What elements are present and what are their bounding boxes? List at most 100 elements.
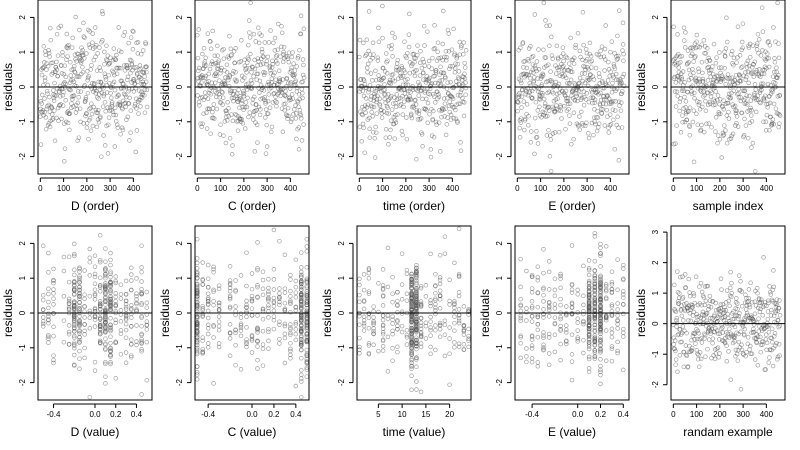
data-point — [389, 42, 394, 48]
data-point — [271, 300, 277, 306]
data-point — [196, 27, 201, 32]
data-point — [77, 106, 83, 111]
data-point — [563, 126, 568, 132]
y-tick-label: 1 — [18, 49, 27, 54]
data-point — [414, 67, 419, 73]
data-point — [766, 360, 771, 365]
data-point — [437, 293, 443, 299]
data-point — [586, 292, 592, 298]
data-point — [580, 9, 586, 15]
data-point — [716, 77, 721, 82]
data-point — [592, 119, 597, 124]
data-point — [114, 52, 119, 58]
data-point — [715, 331, 721, 336]
x-tick-label: 300 — [260, 184, 274, 193]
data-point — [366, 276, 372, 281]
data-point — [621, 277, 626, 283]
data-point — [77, 306, 82, 311]
data-point — [263, 99, 268, 104]
data-point — [144, 339, 150, 345]
data-point — [743, 100, 749, 106]
data-point — [267, 105, 273, 111]
data-point — [296, 147, 302, 152]
data-point — [575, 292, 580, 297]
data-point — [109, 101, 115, 107]
data-point — [586, 333, 592, 338]
data-point — [102, 61, 107, 67]
data-point — [70, 35, 75, 41]
data-point — [430, 55, 435, 61]
data-point — [686, 77, 692, 83]
data-point — [246, 57, 251, 62]
data-point — [383, 92, 388, 97]
data-point — [276, 68, 282, 74]
data-point — [84, 111, 89, 116]
data-point — [705, 346, 710, 352]
data-point — [721, 133, 726, 138]
data-point — [205, 302, 211, 307]
data-point — [704, 121, 709, 127]
data-point — [430, 116, 436, 122]
data-point — [772, 331, 778, 336]
data-point — [456, 69, 462, 74]
data-point — [753, 303, 759, 308]
data-point — [102, 143, 108, 148]
data-point — [611, 64, 617, 69]
data-point — [395, 68, 401, 73]
data-point — [418, 331, 424, 336]
data-point — [552, 287, 558, 293]
data-point — [89, 111, 95, 117]
x-tick-label: 400 — [604, 184, 618, 193]
data-point — [529, 290, 535, 295]
data-point — [764, 56, 770, 61]
data-point — [304, 236, 310, 242]
data-point — [764, 66, 769, 71]
data-point — [775, 308, 780, 314]
data-point — [230, 143, 235, 148]
data-point — [410, 87, 416, 93]
y-tick-label: -1 — [651, 118, 660, 126]
data-point — [738, 78, 744, 84]
data-point — [282, 331, 288, 337]
data-point — [731, 316, 737, 322]
data-point — [249, 338, 255, 343]
data-point — [293, 78, 298, 84]
data-point — [113, 112, 119, 118]
x-tick-label: 100 — [214, 184, 228, 193]
data-point — [366, 266, 372, 271]
data-point — [220, 90, 225, 95]
y-tick-label: -2 — [18, 152, 27, 160]
data-point — [541, 333, 546, 338]
data-point — [713, 60, 719, 66]
data-point — [76, 74, 82, 80]
data-point — [88, 128, 94, 133]
data-point — [376, 348, 381, 354]
data-point — [260, 328, 266, 334]
data-point — [404, 136, 410, 142]
data-point — [283, 112, 289, 117]
data-point — [754, 97, 759, 103]
y-tick-label: 1 — [495, 49, 504, 54]
data-point — [766, 64, 772, 70]
data-point — [456, 344, 462, 350]
data-point — [96, 79, 101, 85]
data-point — [72, 302, 77, 308]
data-point — [447, 66, 452, 72]
data-point — [697, 107, 703, 112]
data-point — [48, 37, 54, 43]
data-point — [755, 93, 761, 98]
data-point — [437, 288, 443, 293]
data-point — [775, 357, 780, 362]
data-point — [437, 277, 443, 283]
data-point — [761, 95, 767, 101]
data-point — [688, 76, 694, 81]
data-point — [721, 307, 727, 313]
data-point — [535, 314, 541, 320]
data-point — [762, 64, 768, 70]
data-point — [620, 48, 625, 53]
data-point — [452, 345, 457, 350]
data-point — [235, 91, 240, 96]
data-point — [404, 327, 410, 333]
data-point — [456, 318, 462, 324]
data-point — [726, 91, 732, 97]
